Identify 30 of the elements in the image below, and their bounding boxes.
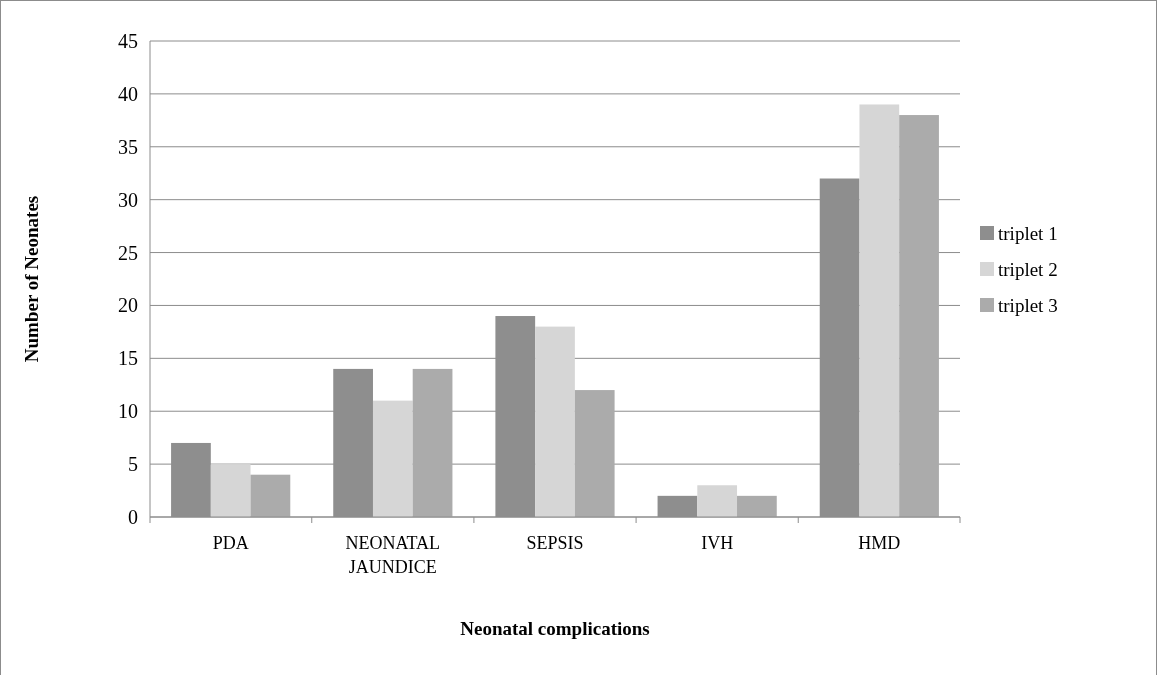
legend-label: triplet 1 bbox=[998, 222, 1058, 244]
x-tick-label: SEPSIS bbox=[526, 533, 584, 553]
y-tick-label: 40 bbox=[118, 82, 138, 105]
bar bbox=[535, 326, 575, 517]
y-tick-label: 10 bbox=[118, 400, 138, 423]
y-tick-label: 45 bbox=[118, 30, 138, 52]
legend-label: triplet 3 bbox=[998, 294, 1058, 316]
y-tick-label: 25 bbox=[118, 241, 138, 264]
x-tick-label: PDA bbox=[212, 533, 249, 553]
bar bbox=[737, 495, 777, 517]
bar bbox=[412, 368, 453, 517]
y-tick-label: 5 bbox=[128, 453, 138, 476]
bar bbox=[697, 485, 738, 517]
y-tick-label: 30 bbox=[118, 188, 138, 211]
bar bbox=[210, 464, 251, 517]
bar bbox=[372, 400, 413, 517]
y-tick-label: 0 bbox=[128, 506, 138, 528]
x-tick-label: NEONATAL JAUNDICE bbox=[345, 533, 441, 577]
bar bbox=[250, 474, 291, 517]
bar bbox=[899, 115, 939, 517]
x-tick-label: HMD bbox=[858, 533, 901, 553]
x-axis-title: Neonatal complications bbox=[460, 618, 650, 639]
y-tick-label: 15 bbox=[118, 347, 138, 370]
y-axis-title: Number of Neonates bbox=[21, 195, 42, 363]
y-tick-label: 20 bbox=[118, 294, 138, 317]
x-tick-label: IVH bbox=[701, 533, 734, 553]
bar bbox=[574, 390, 615, 517]
y-tick-label: 35 bbox=[118, 135, 138, 158]
bar bbox=[859, 104, 900, 517]
legend-label: triplet 2 bbox=[998, 258, 1058, 280]
